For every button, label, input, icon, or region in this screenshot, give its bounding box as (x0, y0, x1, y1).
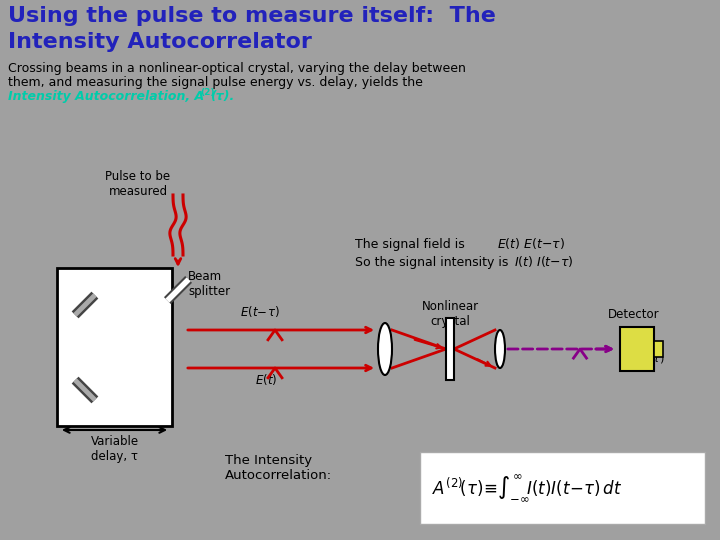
Text: The signal field is: The signal field is (355, 238, 469, 251)
Ellipse shape (495, 330, 505, 368)
Text: The Intensity
Autocorrelation:: The Intensity Autocorrelation: (225, 454, 332, 482)
Text: Using the pulse to measure itself:  The: Using the pulse to measure itself: The (8, 6, 496, 26)
Text: So the signal intensity is: So the signal intensity is (355, 256, 513, 269)
Text: $E(t)$: $E(t)$ (255, 372, 277, 387)
Text: Intensity Autocorrelator: Intensity Autocorrelator (8, 32, 312, 52)
Text: (τ).: (τ). (210, 90, 234, 103)
Bar (420, 452, 705, 524)
Text: $I(t)\ I(t{-}\tau)$: $I(t)\ I(t{-}\tau)$ (514, 254, 574, 269)
Bar (620, 327, 654, 371)
Text: (2): (2) (200, 88, 215, 97)
Bar (57, 268, 172, 426)
Text: $E_{sig}(t,\tau)$: $E_{sig}(t,\tau)$ (620, 353, 665, 369)
Text: Crossing beams in a nonlinear-optical crystal, varying the delay between: Crossing beams in a nonlinear-optical cr… (8, 62, 466, 75)
Text: Detector: Detector (608, 308, 660, 321)
Text: $E(t\!-\!\tau)$: $E(t\!-\!\tau)$ (240, 304, 280, 319)
Text: $A^{(2)}\!(\tau)\!\equiv\!\int_{-\infty}^{\infty}\! I(t)I(t\!-\!\tau)\,dt$: $A^{(2)}\!(\tau)\!\equiv\!\int_{-\infty}… (432, 472, 623, 503)
Text: $E(t)\ E(t{-}\tau)$: $E(t)\ E(t{-}\tau)$ (497, 236, 565, 251)
Text: them, and measuring the signal pulse energy vs. delay, yields the: them, and measuring the signal pulse ene… (8, 76, 423, 89)
Bar (446, 318, 454, 380)
Text: Intensity Autocorrelation, A: Intensity Autocorrelation, A (8, 90, 204, 103)
Bar (654, 341, 663, 357)
Text: Nonlinear
crystal: Nonlinear crystal (421, 300, 479, 328)
Text: Beam
splitter: Beam splitter (188, 270, 230, 298)
Ellipse shape (378, 323, 392, 375)
Text: Variable
delay, τ: Variable delay, τ (91, 435, 138, 463)
Text: Pulse to be
measured: Pulse to be measured (105, 170, 171, 198)
